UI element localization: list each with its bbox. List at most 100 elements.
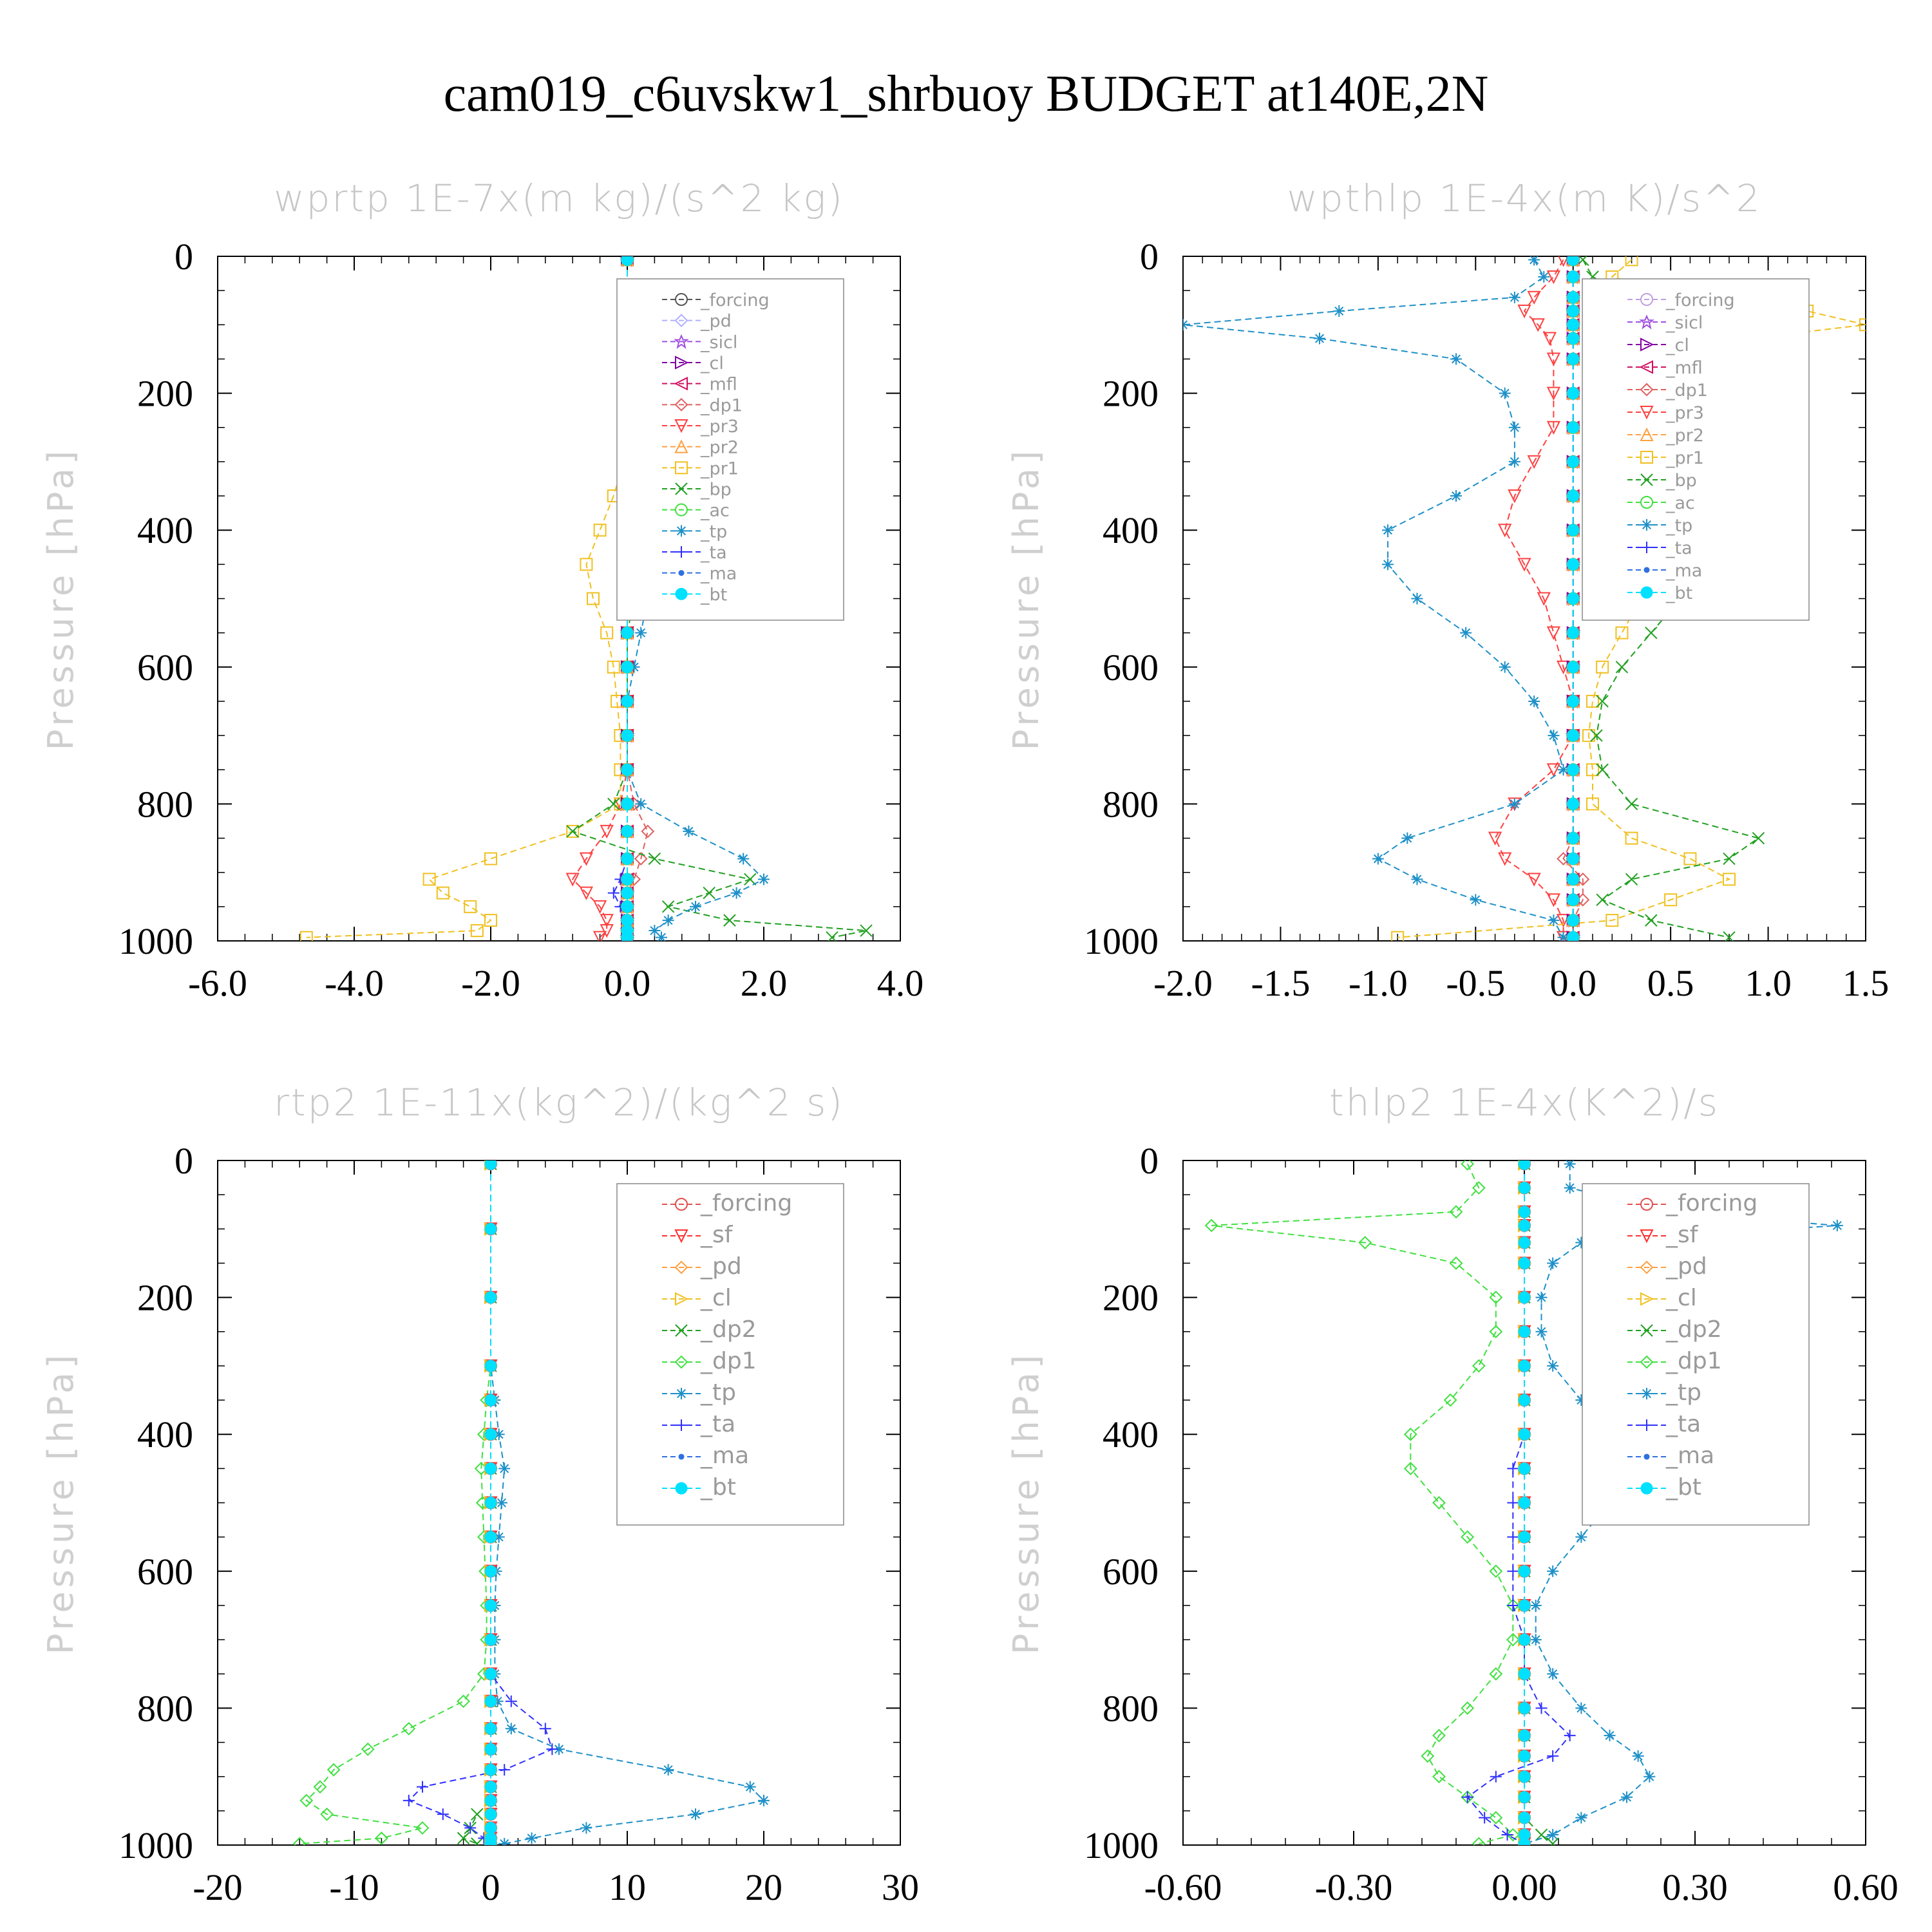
legend-item: _dp2 bbox=[1627, 1316, 1722, 1343]
data-point bbox=[579, 886, 594, 900]
legend-marker bbox=[1640, 427, 1654, 441]
data-point bbox=[1557, 764, 1569, 776]
x-tick-label: -2.0 bbox=[1153, 962, 1213, 1004]
data-point bbox=[1575, 1702, 1587, 1714]
legend-marker bbox=[674, 1260, 688, 1274]
data-point bbox=[1567, 661, 1580, 674]
data-point bbox=[723, 914, 736, 927]
legend-marker bbox=[1640, 1355, 1654, 1369]
y-tick-label: 200 bbox=[137, 1277, 193, 1319]
legend-item: _mfl bbox=[1627, 358, 1703, 378]
data-point bbox=[621, 900, 634, 913]
series-bt bbox=[1567, 256, 1580, 941]
data-point bbox=[402, 1721, 416, 1736]
legend-label: _ac bbox=[1665, 493, 1695, 513]
legend-item: _bt bbox=[1627, 583, 1692, 603]
legend-label: _bt bbox=[700, 1474, 736, 1501]
chart-panel-4: thlp2 1E-4x(K^2)/s Pressure [hPa] -0.60 -0.… bbox=[1006, 1081, 1899, 1908]
y-tick-label: 0 bbox=[1140, 236, 1159, 278]
legend-item: _sicl bbox=[662, 332, 737, 352]
data-point bbox=[1507, 1497, 1519, 1509]
data-point bbox=[1567, 291, 1580, 304]
data-point bbox=[1557, 931, 1569, 941]
data-point bbox=[635, 798, 647, 810]
data-point bbox=[1528, 256, 1540, 266]
x-tick-label: -0.5 bbox=[1446, 962, 1505, 1004]
y-tick-label: 1000 bbox=[118, 920, 193, 962]
data-point bbox=[758, 1794, 770, 1806]
legend-item: _sf bbox=[662, 1222, 734, 1248]
legend-item: _ma bbox=[1627, 561, 1702, 581]
y-tick-label: 0 bbox=[175, 236, 193, 278]
data-point bbox=[320, 1807, 334, 1821]
data-point bbox=[417, 1781, 428, 1793]
y-tick-label: 800 bbox=[137, 1687, 193, 1729]
legend-marker bbox=[675, 355, 689, 370]
data-point bbox=[1518, 1182, 1531, 1195]
data-point bbox=[1489, 1325, 1503, 1339]
data-point bbox=[498, 1764, 511, 1776]
data-point bbox=[600, 914, 614, 928]
data-point bbox=[1499, 387, 1511, 399]
panel-title: wprtp 1E-7x(m kg)/(s^2 kg) bbox=[274, 176, 844, 220]
legend-item: _pr3 bbox=[1627, 403, 1704, 423]
legend-marker bbox=[1643, 567, 1650, 573]
data-point bbox=[493, 1531, 505, 1543]
data-point bbox=[546, 1743, 558, 1756]
legend-item: _ta bbox=[662, 1411, 735, 1437]
data-point bbox=[592, 931, 607, 941]
data-point bbox=[1403, 1461, 1417, 1475]
data-point bbox=[1488, 831, 1502, 846]
legend-item: _ta bbox=[1627, 538, 1692, 558]
data-point bbox=[1752, 831, 1765, 845]
data-point bbox=[690, 1808, 701, 1821]
data-point bbox=[621, 729, 634, 742]
data-point bbox=[299, 1794, 314, 1808]
data-point bbox=[553, 1743, 565, 1756]
y-tick-label: 1000 bbox=[1084, 1824, 1159, 1866]
data-point bbox=[1531, 318, 1545, 332]
data-point bbox=[621, 763, 634, 776]
legend-label: _cl bbox=[1665, 336, 1689, 355]
legend-marker bbox=[1640, 293, 1653, 306]
legend-box bbox=[1582, 278, 1810, 621]
data-point bbox=[1567, 852, 1580, 865]
data-point bbox=[703, 886, 715, 900]
data-point bbox=[1518, 1531, 1531, 1544]
data-point bbox=[505, 1695, 517, 1707]
data-point bbox=[1567, 305, 1580, 317]
series-line bbox=[306, 260, 628, 938]
legend-label: _ma bbox=[1665, 1443, 1714, 1469]
legend-item: _cl bbox=[1627, 336, 1689, 355]
data-point bbox=[484, 1462, 497, 1475]
legend-marker bbox=[1640, 473, 1653, 486]
data-point bbox=[600, 824, 614, 839]
data-point bbox=[1615, 626, 1629, 639]
data-point bbox=[1547, 1668, 1559, 1680]
data-point bbox=[1537, 592, 1551, 606]
y-tick-label: 600 bbox=[1103, 1551, 1159, 1593]
data-point bbox=[327, 1763, 341, 1777]
data-point bbox=[470, 924, 484, 938]
legend-marker bbox=[1640, 1229, 1654, 1244]
series-area bbox=[1204, 1160, 1843, 1845]
legend-item: _cl bbox=[1627, 1285, 1697, 1311]
x-tick-label: 0.00 bbox=[1492, 1866, 1557, 1908]
x-tick-label: -4.0 bbox=[325, 962, 384, 1004]
data-point bbox=[1546, 1837, 1559, 1845]
data-point bbox=[1615, 661, 1629, 674]
legend-item: _sicl bbox=[1627, 313, 1703, 333]
data-point bbox=[1461, 1530, 1475, 1544]
legend-label: _ma bbox=[1665, 561, 1702, 581]
data-point bbox=[1314, 332, 1325, 345]
legend-item: _sf bbox=[1627, 1222, 1699, 1248]
data-point bbox=[1582, 729, 1595, 743]
legend-item: _forcing bbox=[1627, 290, 1735, 310]
series-area bbox=[1183, 256, 1866, 941]
data-point bbox=[662, 1764, 674, 1776]
data-point bbox=[1567, 627, 1580, 639]
panel-title: thlp2 1E-4x(K^2)/s bbox=[1329, 1081, 1719, 1124]
legend-marker bbox=[678, 1454, 685, 1460]
data-point bbox=[1518, 1811, 1531, 1824]
legend-label: _tp bbox=[700, 1379, 736, 1406]
